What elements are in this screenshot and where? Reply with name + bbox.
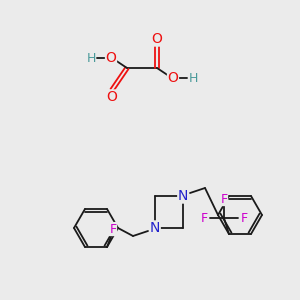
Text: O: O [106,90,117,104]
Text: F: F [220,193,228,206]
Text: H: H [86,52,96,64]
Text: O: O [152,32,162,46]
Text: O: O [106,51,116,65]
Text: F: F [200,212,208,225]
Text: H: H [188,71,198,85]
Text: N: N [178,189,188,203]
Text: N: N [150,221,160,235]
Text: F: F [110,223,117,236]
Text: F: F [240,212,247,225]
Text: O: O [168,71,178,85]
